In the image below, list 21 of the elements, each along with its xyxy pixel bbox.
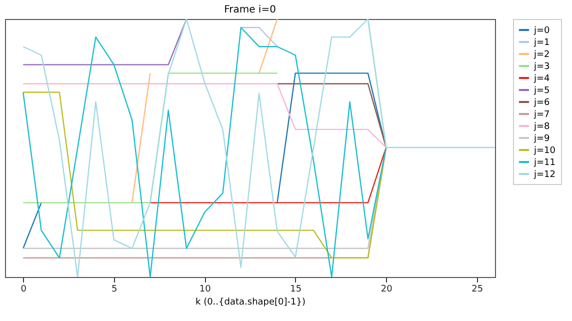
x-tick-label: 25 [472,284,484,294]
legend-label: j=9 [533,134,550,144]
legend-label: j=7 [533,110,550,120]
legend-label: j=2 [533,50,550,60]
x-tick-label: 5 [112,284,118,294]
legend-label: j=11 [533,158,556,168]
legend-label: j=4 [533,74,550,84]
legend-label: j=6 [533,98,550,108]
x-tick-label: 15 [290,284,302,294]
x-tick-label: 0 [20,284,27,294]
x-axis-title: k (0..{data.shape[0]-1}) [195,298,306,308]
chart-title: Frame i=0 [224,4,276,16]
legend-label: j=3 [533,62,550,72]
legend-label: j=8 [533,122,550,132]
legend-label: j=0 [533,26,550,36]
x-tick-label: 10 [199,284,212,294]
legend-label: j=1 [533,38,550,48]
legend-label: j=5 [533,86,550,96]
legend-label: j=10 [533,146,556,156]
legend-label: j=12 [533,170,556,180]
x-tick-label: 20 [380,284,393,294]
